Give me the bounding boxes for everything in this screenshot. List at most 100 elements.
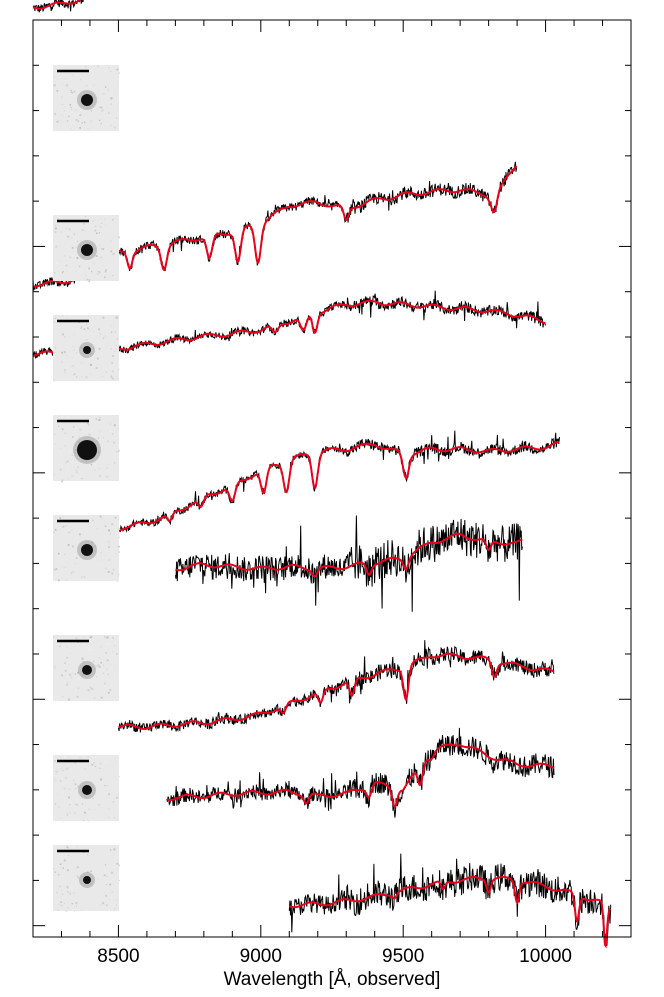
thumbnail-noise [97, 65, 99, 67]
thumbnail-noise [69, 804, 71, 806]
thumbnail-noise [111, 891, 113, 893]
thumbnail-noise [117, 219, 119, 221]
thumbnail-noise [70, 365, 73, 368]
thumbnail-noise [94, 809, 96, 811]
thumbnail-noise [95, 255, 98, 257]
thumbnail-noise [95, 418, 98, 421]
thumbnail-noise [98, 803, 101, 806]
thumbnail-noise [101, 696, 103, 699]
thumbnail-noise [76, 246, 78, 249]
galaxy-cutout-2 [53, 215, 120, 283]
thumbnail-noise [73, 90, 76, 93]
thumbnail-noise [67, 120, 69, 122]
thumbnail-noise [91, 666, 93, 668]
thumbnail-noise [76, 804, 78, 806]
thumbnail-noise [93, 860, 95, 862]
thumbnail-noise [70, 121, 72, 124]
thumbnail-noise [118, 450, 120, 452]
thumbnail-noise [76, 352, 78, 354]
thumbnail-noise [54, 518, 56, 519]
thumbnail-noise [113, 699, 115, 702]
thumbnail-noise [53, 113, 55, 115]
thumbnail-noise [71, 903, 73, 905]
thumbnail-noise [81, 576, 83, 578]
thumbnail-noise [55, 227, 57, 230]
thumbnail-noise [69, 450, 70, 452]
thumbnail-noise [94, 765, 97, 768]
thumbnail-noise [75, 109, 77, 111]
thumbnail-noise [99, 904, 102, 906]
thumbnail-noise [64, 369, 66, 371]
thumbnail-noise [113, 441, 115, 444]
thumbnail-noise [92, 546, 94, 549]
thumbnail-noise [95, 665, 98, 668]
thumbnail-noise [74, 445, 76, 447]
thumbnail-noise [100, 661, 102, 664]
thumbnail-noise [63, 554, 65, 555]
thumbnail-noise [66, 682, 69, 684]
thumbnail-noise [87, 327, 89, 330]
thumbnail-noise [81, 907, 83, 908]
thumbnail-noise [92, 519, 94, 522]
thumbnail-noise [85, 674, 87, 676]
thumbnail-noise [53, 474, 55, 476]
thumbnail-noise [53, 84, 56, 87]
thumbnail-noise [85, 375, 87, 377]
thumbnail-noise [70, 887, 73, 890]
thumbnail-noise [119, 879, 120, 881]
thumbnail-noise [58, 768, 60, 770]
thumbnail-noise [71, 475, 74, 478]
galaxy-cutout-3 [53, 315, 120, 383]
thumbnail-noise [63, 336, 66, 338]
thumbnail-noise [76, 74, 78, 77]
thumbnail-noise [58, 806, 60, 808]
thumbnail-noise [104, 635, 106, 638]
thumbnail-noise [109, 533, 112, 535]
thumbnail-noise [98, 270, 100, 273]
thumbnail-noise [63, 787, 66, 790]
thumbnail-noise [57, 579, 60, 582]
thumbnail-noise [86, 421, 89, 424]
thumbnail-noise [100, 428, 102, 430]
galaxy-cutout-1 [53, 65, 120, 131]
observed-spectrum-7 [166, 727, 555, 818]
thumbnail-noise [81, 657, 84, 660]
thumbnail-noise [94, 664, 96, 666]
thumbnail-noise [115, 90, 117, 92]
thumbnail-noise [89, 636, 92, 639]
thumbnail-noise [99, 767, 101, 769]
thumbnail-noise [75, 106, 78, 109]
thumbnail-noise [82, 660, 84, 663]
thumbnail-noise [76, 905, 77, 907]
thumbnail-noise [64, 445, 66, 447]
thumbnail-noise [107, 674, 109, 676]
thumbnail-noise [58, 425, 60, 427]
thumbnail-noise [109, 883, 112, 886]
thumbnail-noise [69, 228, 71, 230]
thumbnail-noise [97, 664, 100, 667]
thumbnail-noise [99, 333, 102, 335]
thumbnail-noise [89, 363, 92, 366]
thumbnail-noise [108, 793, 110, 796]
thumbnail-noise [69, 128, 72, 130]
thumbnail-noise [54, 871, 56, 873]
thumbnail-noise [117, 898, 119, 900]
thumbnail-noise [61, 104, 63, 105]
thumbnail-noise [83, 851, 85, 854]
thumbnail-noise [66, 355, 68, 357]
galaxy-core [81, 94, 93, 106]
thumbnail-noise [76, 903, 78, 905]
thumbnail-noise [66, 84, 68, 87]
thumbnail-noise [104, 904, 106, 905]
thumbnail-noise [106, 668, 108, 670]
thumbnail-noise [68, 813, 70, 816]
thumbnail-noise [55, 568, 58, 570]
thumbnail-noise [100, 778, 103, 781]
thumbnail-noise [75, 449, 77, 451]
thumbnail-noise [100, 113, 102, 115]
thumbnail-noise [53, 890, 55, 892]
thumbnail-noise [104, 682, 106, 685]
thumbnail-noise [90, 870, 92, 873]
thumbnail-noise [67, 478, 70, 480]
thumbnail-noise [118, 573, 120, 576]
